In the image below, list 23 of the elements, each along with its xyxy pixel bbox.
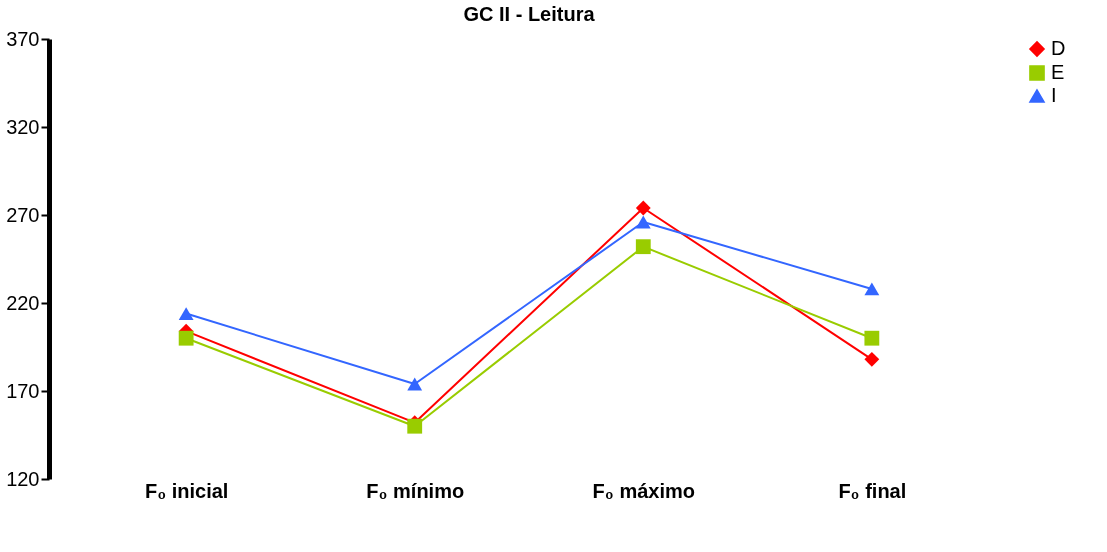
- legend-label: I: [1051, 84, 1057, 106]
- point: [864, 330, 880, 346]
- x-tick-label: F₀ inicial: [144, 479, 229, 502]
- y-tick-label: 120: [6, 467, 40, 490]
- point: [864, 282, 880, 296]
- legend-label: E: [1051, 61, 1065, 83]
- y-tick-label: 370: [6, 27, 40, 50]
- point: [635, 239, 651, 255]
- point: [864, 351, 880, 367]
- point: [635, 200, 651, 216]
- x-tick-label: F₀ final: [838, 479, 907, 502]
- y-tick-label: 170: [6, 379, 40, 402]
- x-tick-label: F₀ mínimo: [366, 479, 465, 502]
- point: [178, 307, 194, 320]
- chart-title: GC II - Leitura: [463, 3, 596, 25]
- legend-label: D: [1051, 37, 1066, 59]
- y-tick-label: 220: [6, 291, 40, 314]
- point: [178, 330, 194, 346]
- y-tick-label: 320: [6, 115, 40, 138]
- point: [407, 377, 423, 391]
- y-tick-label: 270: [6, 203, 40, 226]
- x-tick-label: F₀ máximo: [592, 479, 695, 502]
- point: [635, 215, 651, 229]
